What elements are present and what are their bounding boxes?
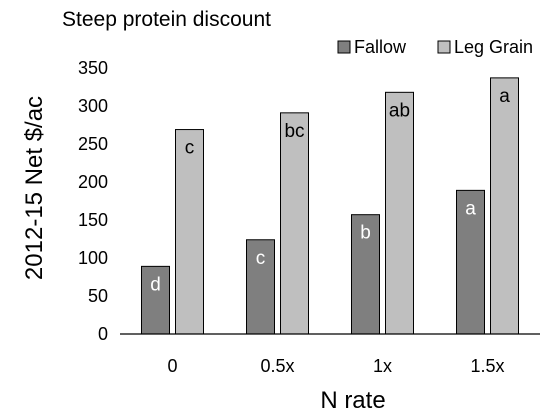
- significance-label: a: [465, 198, 476, 219]
- y-tick-label: 50: [88, 286, 108, 306]
- chart-title: Steep protein discount: [62, 8, 271, 31]
- x-axis-label: N rate: [320, 387, 385, 414]
- significance-label: ab: [389, 100, 410, 121]
- bars: d c c bc b ab a a: [141, 77, 519, 335]
- bar-leg-grain: [385, 91, 414, 335]
- significance-label: bc: [284, 121, 304, 142]
- legend-label: Fallow: [354, 37, 407, 57]
- bar-leg-grain: [490, 77, 519, 335]
- x-tick-label: 1x: [373, 356, 392, 376]
- bar-fallow: [141, 265, 170, 335]
- bar-leg-grain: [280, 112, 309, 335]
- x-tick-label: 0.5x: [260, 356, 294, 376]
- legend-label: Leg Grain: [454, 37, 533, 57]
- y-tick-label: 200: [78, 172, 108, 192]
- y-axis-label: 2012-15 Net $/ac: [21, 96, 48, 280]
- x-axis-ticks: 0 0.5x 1x 1.5x: [167, 356, 504, 376]
- bar-leg-grain: [175, 129, 204, 335]
- y-tick-label: 150: [78, 210, 108, 230]
- y-axis-ticks: 0 50 100 150 200 250 300 350: [78, 58, 108, 344]
- y-tick-label: 0: [98, 324, 108, 344]
- significance-label: b: [360, 223, 371, 244]
- significance-label: a: [499, 86, 510, 107]
- legend-swatch: [437, 40, 451, 54]
- y-tick-label: 250: [78, 134, 108, 154]
- significance-label: c: [185, 138, 195, 159]
- y-tick-label: 350: [78, 58, 108, 78]
- x-tick-label: 1.5x: [470, 356, 504, 376]
- significance-label: c: [256, 248, 266, 269]
- bar-fallow: [246, 239, 275, 335]
- legend-swatch: [337, 40, 351, 54]
- bar-fallow: [456, 189, 485, 335]
- y-tick-label: 100: [78, 248, 108, 268]
- significance-label: d: [150, 274, 161, 295]
- y-tick-label: 300: [78, 96, 108, 116]
- x-tick-label: 0: [167, 356, 177, 376]
- legend: Fallow Leg Grain: [337, 37, 533, 57]
